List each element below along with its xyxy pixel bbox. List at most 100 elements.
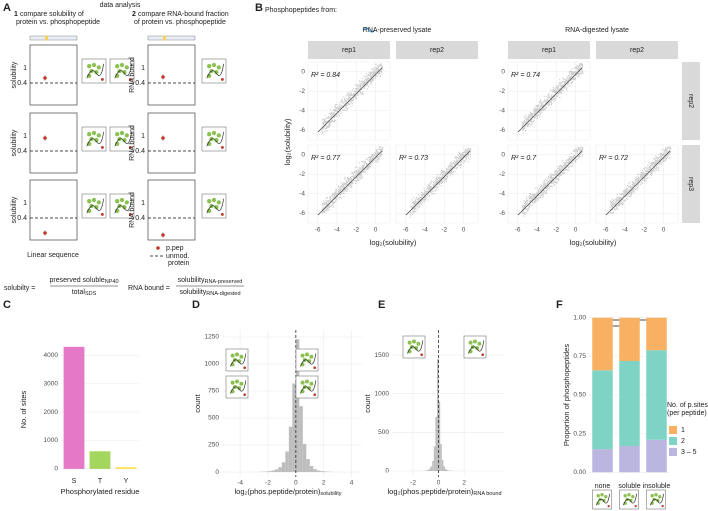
y-tick-label: 1.00: [573, 314, 586, 321]
facet-strip-label: rep1: [542, 47, 556, 54]
icon-domain: [96, 200, 101, 205]
bar-segment: [592, 370, 613, 450]
icon-chain: [300, 380, 317, 394]
icon-domain: [119, 130, 125, 136]
icon-phospho: [128, 77, 132, 81]
concept-tick: 0.4: [135, 80, 145, 87]
icon-chain: [595, 493, 610, 506]
icon-domain: [230, 380, 235, 385]
x-tick-label: 4: [350, 480, 354, 487]
y-tick-label: 0: [301, 151, 305, 158]
icon-domain: [468, 340, 473, 345]
concept-tick: 1: [141, 200, 145, 207]
x-tick-label: -2: [410, 480, 416, 487]
icon-domain: [300, 353, 305, 358]
concept-tick: 1: [23, 200, 27, 207]
icon-domain: [305, 352, 309, 357]
legend-title: No. of p.sites: [667, 402, 708, 409]
icon-domain: [305, 379, 309, 384]
group-title: RNA-digested lysate: [565, 27, 629, 34]
bar-segment: [592, 317, 613, 371]
concept-y-label: solubility: [11, 196, 18, 223]
icon-phospho: [661, 505, 664, 508]
pep-point: [161, 136, 165, 140]
icon-domain: [239, 381, 244, 386]
icon-domain: [604, 494, 608, 499]
icon-phospho: [128, 212, 132, 216]
x-tick-label: -2: [441, 227, 447, 234]
point-cloud: [409, 147, 472, 218]
histogram-bar: [432, 460, 434, 471]
icon-domain: [623, 493, 627, 498]
icon-domain: [239, 354, 244, 359]
facet-strip-label: rep3: [687, 177, 694, 191]
icon-domain: [214, 205, 219, 210]
icon-domain: [237, 359, 242, 364]
fit-line: [517, 150, 583, 216]
x-axis-label-main: log₂(phos.peptide/protein): [387, 487, 473, 496]
bar-segment: [619, 317, 640, 361]
concept-y-label: solubility: [11, 129, 18, 156]
y-tick-label: -2: [499, 171, 505, 178]
icon-domain: [656, 498, 660, 503]
histogram-bar: [264, 471, 268, 473]
protein-icon: [201, 126, 227, 152]
concept-tick: 0.4: [17, 148, 27, 155]
y-tick-label: -2: [499, 88, 505, 95]
protein-icon: [402, 335, 426, 359]
y-tick-label: 3000: [44, 380, 59, 387]
icon-domain: [631, 494, 635, 499]
icon-domain: [414, 346, 419, 351]
protein-icon: [295, 375, 319, 399]
histogram-bar: [281, 462, 286, 473]
icon-domain: [475, 346, 480, 351]
bar: [89, 451, 111, 469]
x-axis-label: log₂(solubility): [370, 238, 417, 247]
concept-x-label: Linear sequence: [27, 252, 79, 259]
y-axis-label: log₂(solubility): [283, 118, 292, 165]
icon-chain: [300, 353, 317, 367]
pep-point: [43, 231, 47, 235]
y-tick-label: 0: [54, 466, 58, 473]
formula-numerator-sub: NP40: [105, 279, 119, 285]
icon-domain: [309, 354, 314, 359]
y-tick-label: 0.25: [573, 430, 586, 437]
icon-domain: [230, 353, 235, 358]
y-axis-label: No. of sites: [19, 390, 28, 428]
histogram-bar: [313, 469, 317, 473]
icon-domain: [87, 64, 92, 69]
legend-swatch: [669, 448, 677, 456]
histogram-bar: [267, 471, 272, 473]
icon-chain: [86, 131, 104, 147]
icon-domain: [211, 197, 217, 203]
facet-strip-label: rep1: [342, 47, 356, 54]
facet-strip: [682, 145, 700, 223]
formula-numerator-sub: RNA-preserved: [204, 279, 242, 285]
x-tick-label: 2: [462, 480, 466, 487]
x-axis-label: log₂(phos.peptide/protein)solubility: [235, 487, 342, 497]
x-tick-label: none: [595, 483, 611, 490]
icon-domain: [658, 494, 662, 499]
protein-icon: [201, 193, 227, 219]
formula-denominator: totalSDS: [72, 289, 97, 298]
step-heading: compare RNA-bound fraction: [138, 11, 229, 18]
icon-domain: [235, 379, 239, 384]
icon-chain: [468, 340, 485, 354]
histogram-bar: [323, 471, 328, 473]
histogram-bar: [309, 466, 314, 473]
icon-phospho: [634, 505, 637, 508]
x-tick-label: 0: [437, 480, 441, 487]
protein-icon: [592, 489, 612, 510]
fit-line: [605, 150, 671, 216]
icon-domain: [91, 130, 97, 136]
x-tick-label: -4: [237, 480, 243, 487]
y-tick-label: -6: [499, 210, 505, 217]
y-tick-label: 1500: [375, 352, 390, 359]
histogram-bar: [427, 469, 430, 471]
icon-domain: [211, 130, 217, 136]
x-tick-label: soluble: [618, 483, 640, 490]
histogram-bar: [443, 466, 445, 471]
concept-box: [29, 112, 78, 174]
icon-phospho: [128, 145, 132, 149]
